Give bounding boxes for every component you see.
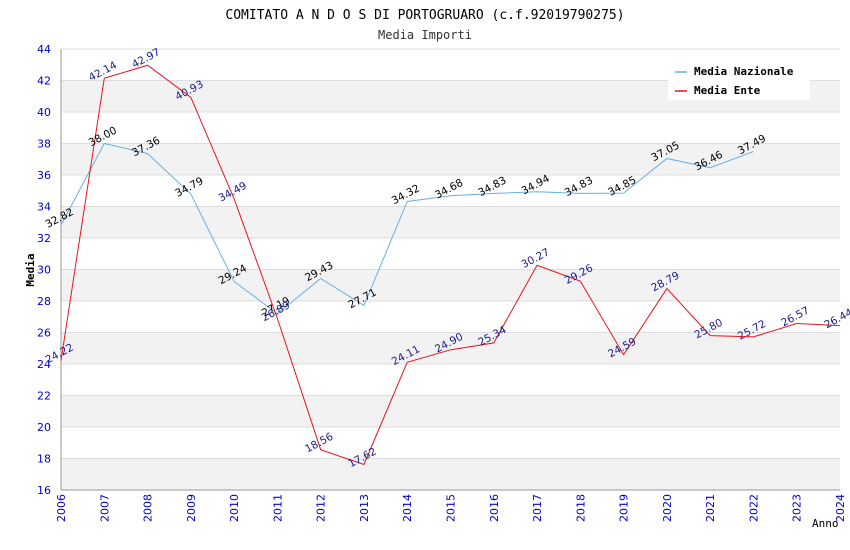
- y-tick-label: 16: [37, 484, 51, 497]
- x-tick-label: 2012: [315, 494, 328, 522]
- y-axis-ticks: 16 18 20 22 24 26 28 30 32 34 36 38 40 42 44: [37, 43, 51, 497]
- data-label: 42.97: [130, 46, 162, 71]
- data-label: 34.83: [476, 174, 508, 199]
- series-lines: [60, 64, 841, 466]
- legend-label-media-nazionale: Media Nazionale: [694, 65, 794, 78]
- y-tick-label: 34: [37, 201, 51, 214]
- x-tick-label: 2016: [488, 494, 501, 522]
- x-tick-label: 2015: [445, 494, 458, 522]
- axes: [60, 49, 840, 491]
- x-tick-label: 2020: [661, 494, 674, 522]
- y-tick-label: 24: [37, 358, 51, 371]
- y-tick-label: 30: [37, 264, 51, 277]
- data-label: 34.85: [606, 174, 638, 199]
- y-tick-label: 28: [37, 295, 51, 308]
- x-tick-label: 2014: [401, 494, 414, 522]
- plot-background-bands: [61, 80, 840, 490]
- x-tick-label: 2009: [185, 494, 198, 522]
- legend-label-media-ente: Media Ente: [694, 84, 761, 97]
- y-tick-label: 40: [37, 106, 51, 119]
- plot-band: [61, 458, 840, 490]
- series-line-media-ente: [60, 64, 841, 466]
- series-line-media-nazionale: [60, 142, 754, 315]
- x-tick-label: 2013: [358, 494, 371, 522]
- chart-title: COMITATO A N D O S DI PORTOGRUARO (c.f.9…: [225, 8, 624, 23]
- x-tick-label: 2008: [142, 494, 155, 522]
- x-tick-label: 2010: [228, 494, 241, 522]
- y-tick-label: 18: [37, 453, 51, 466]
- y-tick-label: 20: [37, 421, 51, 434]
- x-tick-label: 2011: [271, 494, 284, 522]
- y-tick-label: 22: [37, 390, 51, 403]
- data-label: 34.32: [390, 182, 422, 207]
- data-label: 34.68: [433, 177, 465, 202]
- y-axis-label: Media: [24, 253, 37, 286]
- y-tick-label: 44: [37, 43, 51, 56]
- data-label: 34.83: [563, 174, 595, 199]
- x-tick-label: 2007: [98, 494, 111, 522]
- x-tick-label: 2024: [834, 494, 847, 522]
- x-tick-label: 2006: [55, 494, 68, 522]
- data-label: 26.44: [823, 306, 850, 331]
- data-label: 34.49: [217, 180, 249, 205]
- legend-box: [668, 60, 810, 100]
- y-tick-label: 32: [37, 232, 51, 245]
- plot-band: [61, 206, 840, 238]
- y-tick-label: 42: [37, 75, 51, 88]
- x-tick-label: 2021: [704, 494, 717, 522]
- x-axis-label: Anno: [812, 517, 839, 530]
- x-tick-label: 2018: [574, 494, 587, 522]
- plot-band: [61, 143, 840, 175]
- x-tick-label: 2017: [531, 494, 544, 522]
- data-label: 34.94: [520, 173, 552, 198]
- x-axis-ticks: 2006 2007 2008 2009 2010 2011 2012 2013 2014 2015…: [55, 494, 847, 522]
- x-tick-label: 2019: [618, 494, 631, 522]
- legend: Media Nazionale Media Ente: [668, 60, 810, 100]
- y-tick-label: 26: [37, 327, 51, 340]
- y-tick-label: 36: [37, 169, 51, 182]
- data-label: 26.57: [779, 305, 811, 330]
- chart-subtitle: Media Importi: [378, 28, 472, 42]
- plot-band: [61, 395, 840, 427]
- plot-band: [61, 332, 840, 364]
- data-label: 34.79: [173, 175, 205, 200]
- x-tick-label: 2023: [791, 494, 804, 522]
- y-tick-label: 38: [37, 138, 51, 151]
- plot-band: [61, 269, 840, 301]
- x-tick-label: 2022: [747, 494, 760, 522]
- data-label: 18.56: [303, 431, 335, 456]
